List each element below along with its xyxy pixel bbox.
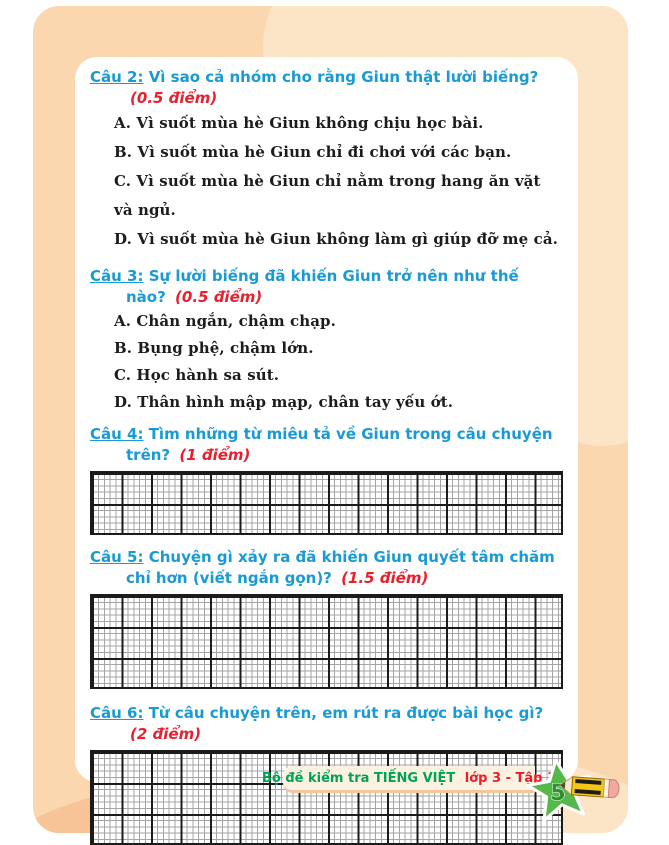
question-6-label: Câu 6: [90, 704, 144, 722]
question-3-points: (0.5 điểm) [175, 288, 263, 306]
question-2-text: Vì sao cả nhóm cho rằng Giun thật lười b… [148, 68, 539, 86]
answer-grid-question-5[interactable] [90, 594, 563, 689]
answer-grid-question-4[interactable] [90, 471, 563, 535]
question-4-points: (1 điểm) [179, 446, 251, 464]
worksheet-card: Câu 2: Vì sao cả nhóm cho rằng Giun thật… [75, 57, 578, 845]
question-5-points: (1.5 điểm) [341, 569, 429, 587]
answer-grid-question-6[interactable] [90, 750, 563, 845]
question-6-heading: Câu 6: Từ câu chuyện trên, em rút ra đượ… [90, 703, 563, 745]
option-a: A. Chân ngắn, chậm chạp. [114, 312, 336, 330]
question-6-text: Từ câu chuyện trên, em rút ra được bài h… [148, 704, 544, 722]
option-d: D. Vì suốt mùa hè Giun không làm gì giúp… [114, 230, 558, 248]
footer-series-title-red: lớp 3 - Tập 1 [464, 770, 557, 786]
option-d: D. Thân hình mập mạp, chân tay yếu ớt. [114, 393, 454, 411]
footer-series-title: Bộ đề kiểm tra TIẾNG VIỆT lớp 3 - Tập 1 [262, 771, 556, 786]
option-a: A. Vì suốt mùa hè Giun không chịu học bà… [114, 114, 484, 132]
question-6-points: (2 điểm) [130, 725, 202, 743]
question-5: Câu 5: Chuyện gì xảy ra đã khiến Giun qu… [90, 547, 563, 689]
question-2-heading: Câu 2: Vì sao cả nhóm cho rằng Giun thật… [90, 67, 563, 109]
option-b: B. Vì suốt mùa hè Giun chỉ đi chơi với c… [114, 143, 512, 161]
footer-series-band: Bộ đề kiểm tra TIẾNG VIỆT lớp 3 - Tập 1 [262, 766, 556, 793]
pencil-icon [559, 775, 620, 799]
question-5-heading: Câu 5: Chuyện gì xảy ra đã khiến Giun qu… [90, 547, 563, 589]
option-b: B. Bụng phệ, chậm lớn. [114, 339, 314, 357]
question-5-text: Chuyện gì xảy ra đã khiến Giun quyết tâm… [126, 548, 555, 587]
question-4-text: Tìm những từ miêu tả về Giun trong câu c… [126, 425, 553, 464]
question-2: Câu 2: Vì sao cả nhóm cho rằng Giun thật… [90, 67, 563, 254]
footer-series-title-green: Bộ đề kiểm tra TIẾNG VIỆT [262, 770, 456, 786]
question-2-label: Câu 2: [90, 68, 144, 86]
question-3-heading: Câu 3: Sự lười biếng đã khiến Giun trở n… [90, 266, 563, 308]
option-c: C. Vì suốt mùa hè Giun chỉ nằm trong han… [114, 172, 541, 219]
question-4: Câu 4: Tìm những từ miêu tả về Giun tron… [90, 424, 563, 535]
question-2-options: A. Vì suốt mùa hè Giun không chịu học bà… [90, 109, 563, 254]
question-5-label: Câu 5: [90, 548, 144, 566]
question-3-text: Sự lười biếng đã khiến Giun trở nên như … [126, 267, 519, 306]
question-2-points: (0.5 điểm) [130, 89, 218, 107]
question-4-heading: Câu 4: Tìm những từ miêu tả về Giun tron… [90, 424, 563, 466]
option-c: C. Học hành sa sút. [114, 366, 280, 384]
question-3-label: Câu 3: [90, 267, 144, 285]
question-3: Câu 3: Sự lười biếng đã khiến Giun trở n… [90, 266, 563, 416]
question-3-options: A. Chân ngắn, chậm chạp. B. Bụng phệ, ch… [90, 308, 563, 416]
question-4-label: Câu 4: [90, 425, 144, 443]
